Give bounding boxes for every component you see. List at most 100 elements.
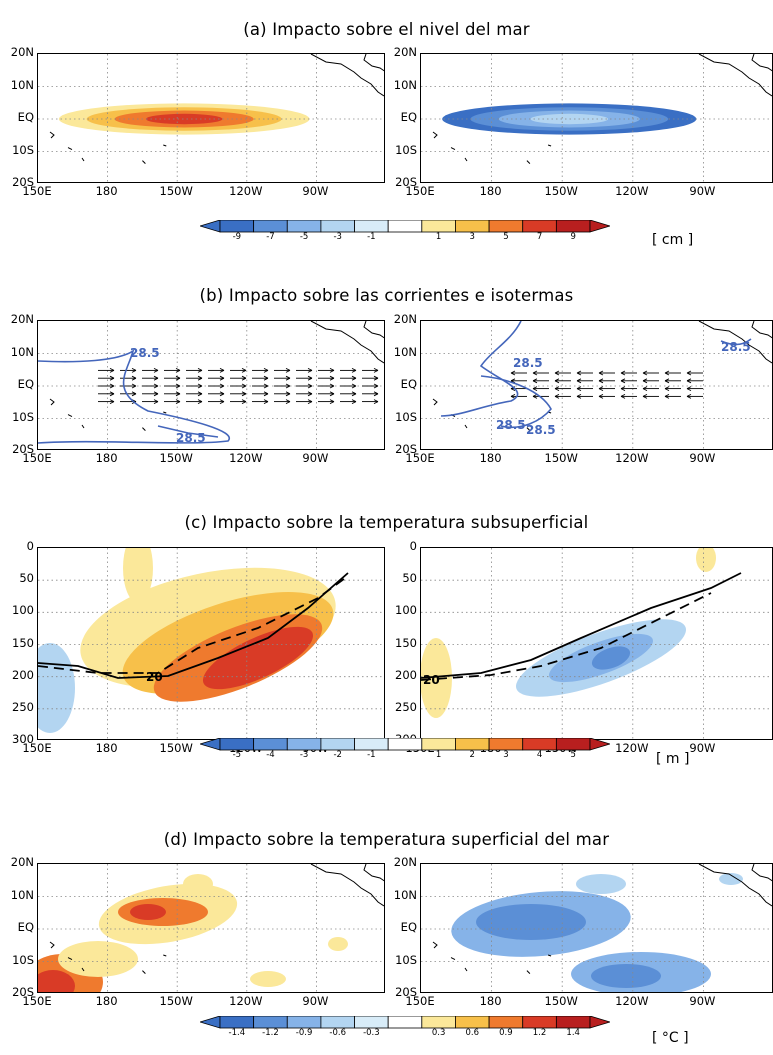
colorbar-label: -0.6 [329,1028,347,1038]
y-tick-label: 100 [12,603,34,618]
colorbar-label: -0.9 [295,1028,313,1038]
colorbar-segment [488,220,524,233]
anomaly-contour [591,964,661,988]
y-tick-label: 20S [395,985,417,999]
map-panel-d-right [420,863,773,993]
colorbar-label: 4 [536,750,543,760]
y-tick-label: 10S [12,952,34,967]
y-tick-label: 10S [12,142,34,157]
colorbar-segment [555,220,591,233]
isotherm-label: 20 [146,670,163,684]
x-tick-label: 180 [95,451,118,465]
anomaly-contour [421,638,452,718]
y-tick-label: 20S [12,175,34,189]
anomaly-contour [530,113,609,125]
y-tick-label: 10S [395,409,417,424]
isotherm-label: 28.5 [513,356,543,370]
colorbar-segment [455,738,490,751]
map-plot-a-left [38,54,384,182]
colorbar-label: -4 [266,750,275,760]
y-tick-label: 20N [10,45,34,59]
colorbar-cap [200,1016,221,1029]
y-tick-label: EQ [17,377,34,391]
isotherm-label: 28.5 [176,431,206,445]
anomaly-contour [145,113,223,125]
thermocline [38,572,349,679]
x-tick-label: 120W [615,741,649,755]
isotherm-label: 28.5 [526,423,556,437]
y-tick-label: 20N [10,855,34,869]
y-tick-label: 50 [19,571,34,586]
map-plot-c-right: 20 [421,548,772,739]
x-tick-label: 90W [302,451,329,465]
thermocline [38,575,349,674]
map-plot-d-right [421,864,772,992]
colorbar-label: 5 [503,232,509,242]
y-tick-label: 300 [12,732,34,746]
colorbar-label: 9 [570,232,576,242]
colorbar-segment [488,1016,524,1029]
coastline [432,54,772,164]
title-d: (d) Impacto sobre la temperatura superfi… [163,830,610,849]
title-b: (b) Impacto sobre las corrientes e isote… [199,286,574,305]
x-tick-label: 120W [615,184,649,198]
colorbar-cap [589,220,610,233]
colorbar-segment [320,220,355,233]
map-panel-b-right: 28.5 28.5 28.5 28.5 [420,320,773,450]
x-tick-label: 150W [159,741,193,755]
anomaly-contour [38,643,75,733]
x-tick-label: 90W [689,451,716,465]
map-panel-c-left: 20 [37,547,385,740]
coastline [49,321,384,431]
x-tick-label: 150W [159,994,193,1008]
y-tick-label: EQ [17,920,34,934]
units-a: [ cm ] [652,232,694,248]
anomaly-contour [38,970,75,992]
colorbar-label: 0.3 [431,1028,446,1038]
y-tick-label: 10N [10,344,34,359]
y-tick-label: 20S [395,442,417,456]
y-tick-label: 20N [10,312,34,326]
x-tick-label: 150E [405,451,435,465]
x-tick-label: 180 [95,184,118,198]
colorbar-segment [320,1016,355,1029]
x-tick-label: 120W [615,451,649,465]
colorbar-cap [589,738,610,751]
y-tick-label: 20S [12,442,34,456]
colorbar-segment [555,738,591,751]
x-tick-label: 180 [95,741,118,755]
colorbar-segment [286,1016,322,1029]
colorbar-cap [589,1016,610,1029]
x-tick-label: 90W [302,994,329,1008]
colorbar-label: -1.4 [228,1028,246,1038]
thermocline [421,592,712,681]
x-tick-label: 150W [544,184,578,198]
colorbar-segment [522,738,557,751]
y-tick-label: 20S [395,175,417,189]
coastline [432,864,772,974]
coastline [49,54,384,164]
map-plot-b-right: 28.528.528.5 28.5 [421,321,772,449]
colorbar-segment [253,1016,288,1029]
y-tick-label: EQ [400,920,417,934]
colorbar-segment [354,738,389,751]
map-plot-c-left: 20 [38,548,384,739]
isotherm-label: 28.5 [721,340,751,354]
colorbar-segment [387,220,423,233]
anomaly-contour [250,971,286,987]
anomaly-contour [130,904,166,920]
y-tick-label: 250 [395,699,417,714]
y-tick-label: EQ [400,377,417,391]
map-panel-a-right [420,53,773,183]
colorbar-segment [286,738,322,751]
y-tick-label: 0 [26,539,34,553]
y-tick-label: 250 [12,699,34,714]
colorbar-segment [488,738,524,751]
y-tick-label: 150 [12,635,34,650]
colorbar-label: -5 [232,750,242,760]
y-tick-label: 10N [393,887,417,902]
x-tick-label: 180 [95,994,118,1008]
colorbar-label: -1.2 [262,1028,279,1038]
colorbar-segment [219,738,255,751]
anomaly-contour [183,874,213,894]
